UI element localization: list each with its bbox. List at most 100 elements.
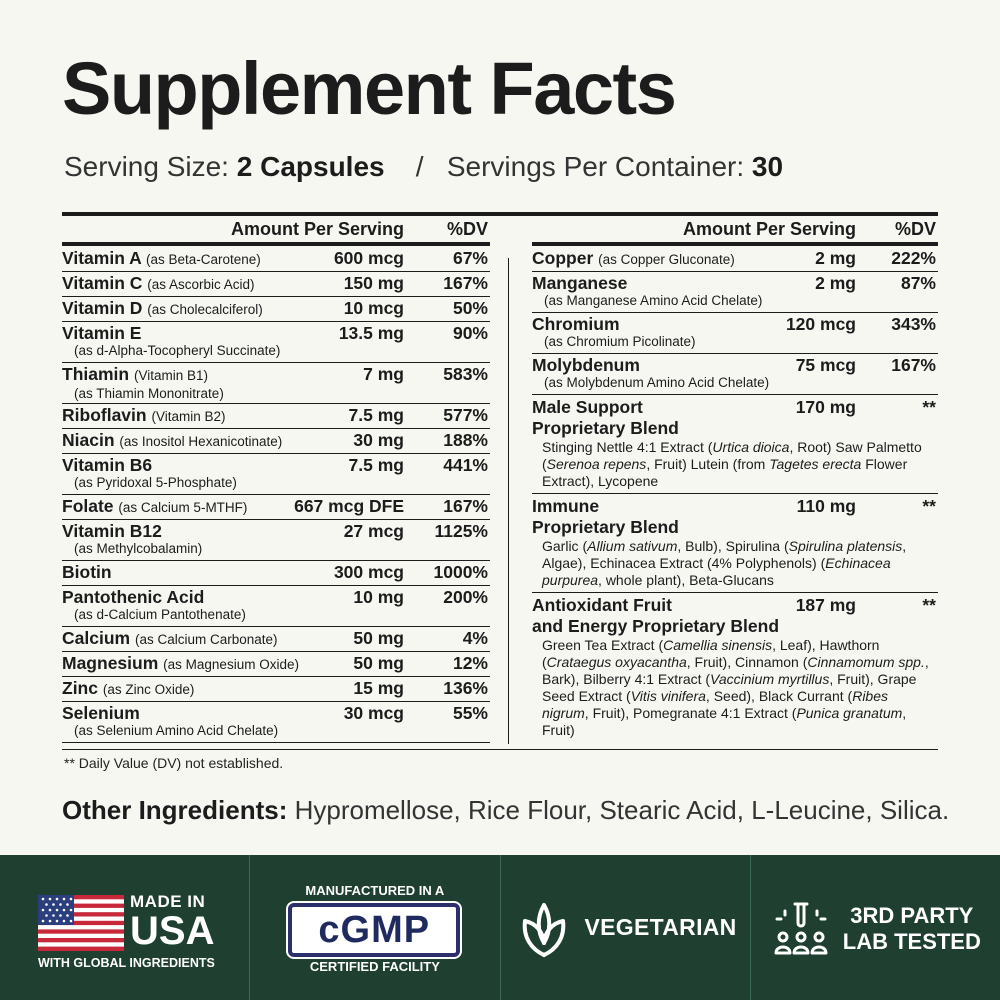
nutrient-amount: 600 mcg [333, 248, 404, 268]
nutrient-label: Manganese [532, 273, 628, 293]
nutrient-form: (as Calcium 5-MTHF) [118, 500, 248, 515]
nutrient-label: Chromium [532, 314, 620, 334]
nutrient-row: Vitamin A (as Beta-Carotene) 600 mcg 67% [62, 247, 490, 272]
dv-header: %DV [894, 219, 936, 239]
nutrient-name: Vitamin B6 [62, 455, 490, 475]
nutrient-label: Vitamin D [62, 298, 143, 318]
nutrient-amount: 13.5 mg [338, 323, 404, 343]
blend-ingredient-text: , Leaf), Hawthorn ( [542, 637, 880, 670]
blend-dv: ** [922, 397, 936, 417]
nutrient-form: (as Magnesium Oxide) [163, 657, 299, 672]
left-nutrient-list: Vitamin A (as Beta-Carotene) 600 mcg 67% Vi… [62, 247, 490, 743]
leaf-icon [522, 903, 565, 957]
nutrient-form: (as Copper Gluconate) [598, 252, 735, 267]
nutrient-row: Thiamin (Vitamin B1) (as Thiamin Mononitr… [62, 363, 490, 404]
blend-amount: 187 mg [795, 595, 856, 615]
nutrient-dv: 55% [452, 703, 488, 723]
nutrient-name: Pantothenic Acid [62, 587, 490, 607]
nutrient-label: Vitamin B6 [62, 455, 153, 475]
nutrient-amount: 50 mg [353, 653, 404, 673]
nutrient-row: Selenium (as Selenium Amino Acid Chelate)… [62, 702, 490, 743]
nutrient-label: Vitamin E [62, 323, 142, 343]
nutrient-dv: 167% [443, 496, 488, 516]
blend-name-line-2: and Energy Proprietary Blend [532, 616, 780, 636]
nutrient-amount: 15 mg [353, 678, 404, 698]
nutrient-dv: 50% [452, 298, 488, 318]
us-flag-icon [38, 895, 124, 951]
nutrient-label: Pantothenic Acid [62, 587, 205, 607]
dv-header: %DV [446, 219, 488, 239]
nutrient-amount: 30 mg [353, 430, 404, 450]
nutrient-label: Calcium [62, 628, 131, 648]
table-top-rule [62, 212, 938, 216]
right-column: Amount Per Serving %DV Copper (as Copper… [532, 216, 938, 742]
nutrient-form: (as Cholecalciferol) [147, 302, 263, 317]
nutrient-label: Copper [532, 248, 594, 268]
blend-ingredient-text: Cinnamomum spp. [807, 654, 925, 670]
nutrient-row: Vitamin C (as Ascorbic Acid) 150 mg 167% [62, 272, 490, 297]
blend-dv: ** [922, 496, 936, 516]
blend-ingredient-text: Echinacea purpurea [542, 555, 891, 588]
nutrient-form: (as Ascorbic Acid) [147, 277, 255, 292]
nutrient-label: Zinc [62, 678, 98, 698]
nutrient-dv: 167% [443, 273, 488, 293]
nutrient-source: (as Pyridoxal 5-Phosphate) [74, 475, 237, 490]
nutrient-row: Manganese (as Manganese Amino Acid Chelat… [532, 272, 938, 313]
nutrient-label: Vitamin C [62, 273, 143, 293]
nutrient-name: Niacin (as Inositol Hexanicotinate) [62, 430, 490, 452]
blend-name-line-1: Antioxidant Fruit [532, 595, 672, 615]
nutrient-name: Vitamin E [62, 323, 490, 343]
nutrient-dv: 136% [443, 678, 488, 698]
lab-line-2: LAB TESTED [842, 929, 981, 954]
blend-ingredient-text: Tagetes erecta [769, 456, 862, 472]
nutrient-amount: 7.5 mg [348, 455, 404, 475]
left-column: Amount Per Serving %DV Vitamin A (as Bet… [62, 216, 490, 743]
nutrient-name: Molybdenum [532, 355, 938, 375]
nutrient-form: (as Inositol Hexanicotinate) [119, 434, 283, 449]
blend-ingredient-text: , Algae), Echinacea Extract (4% Polyphen… [542, 538, 907, 571]
nutrient-dv: 200% [443, 587, 488, 607]
lab-line-1: 3RD PARTY [850, 903, 974, 928]
nutrient-row: Copper (as Copper Gluconate) 2 mg 222% [532, 247, 938, 272]
blend-name-line-2: Proprietary Blend [532, 418, 679, 438]
blend-ingredient-text: Vitis vinifera [630, 688, 706, 704]
serving-info: Serving Size: 2 Capsules / Servings Per … [64, 150, 783, 184]
nutrient-form: (as Beta-Carotene) [145, 252, 261, 267]
nutrient-amount: 10 mcg [343, 298, 404, 318]
other-ingredients-label: Other Ingredients: [62, 795, 288, 825]
nutrient-name: Thiamin (Vitamin B1) [62, 364, 490, 386]
header-rule [62, 242, 490, 246]
nutrient-amount: 150 mg [343, 273, 404, 293]
nutrient-dv: 583% [443, 364, 488, 384]
nutrient-name: Biotin [62, 562, 490, 582]
blend-ingredient-text: Spirulina platensis [788, 538, 903, 554]
serving-separator: / [415, 151, 424, 182]
nutrient-amount: 667 mcg DFE [294, 496, 404, 516]
nutrient-label: Molybdenum [532, 355, 640, 375]
blend-ingredient-text: Garlic ( [542, 538, 588, 554]
nutrient-row: Vitamin B12 (as Methylcobalamin) 27 mcg 112… [62, 520, 490, 561]
vegetarian-badge: VEGETARIAN [501, 855, 751, 1000]
nutrient-source: (as Chromium Picolinate) [544, 334, 696, 349]
nutrient-label: Vitamin A [62, 248, 142, 268]
proprietary-blend: Immune Proprietary Blend 110 mg ** Garlic (A… [532, 494, 938, 593]
proprietary-blend: Male Support Proprietary Blend 170 mg ** Sti… [532, 395, 938, 494]
cgmp-top-label: MANUFACTURED IN A [305, 883, 445, 898]
blend-ingredient-text: Allium sativum [587, 538, 678, 554]
blend-ingredient-text: , Fruit) Lutein (from [646, 456, 770, 472]
column-divider [508, 258, 509, 744]
nutrient-row: Riboflavin (Vitamin B2) 7.5 mg 577% [62, 404, 490, 429]
nutrient-row: Chromium (as Chromium Picolinate) 120 mcg 3… [532, 313, 938, 354]
nutrient-label: Biotin [62, 562, 112, 582]
nutrient-row: Biotin 300 mcg 1000% [62, 561, 490, 586]
nutrient-row: Zinc (as Zinc Oxide) 15 mg 136% [62, 677, 490, 702]
nutrient-name: Zinc (as Zinc Oxide) [62, 678, 490, 700]
other-ingredients-value: Hypromellose, Rice Flour, Stearic Acid, … [287, 795, 950, 825]
blend-ingredients: Stinging Nettle 4:1 Extract (Urtica dioi… [532, 439, 938, 493]
vegetarian-label: VEGETARIAN [584, 914, 737, 940]
blend-name: Antioxidant Fruit and Energy Proprietary … [532, 595, 938, 637]
dv-footnote: ** Daily Value (DV) not established. [64, 755, 284, 771]
right-nutrient-list: Copper (as Copper Gluconate) 2 mg 222% Mang… [532, 247, 938, 395]
nutrient-dv: 441% [443, 455, 488, 475]
nutrient-amount: 300 mcg [333, 562, 404, 582]
